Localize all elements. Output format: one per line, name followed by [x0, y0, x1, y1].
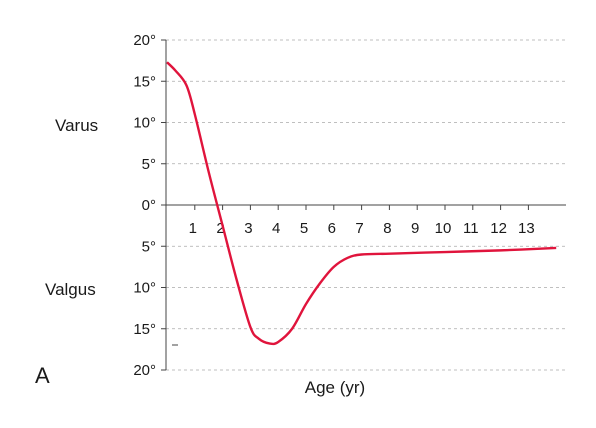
- x-tick-label: 12: [490, 220, 507, 237]
- series-line-0: [166, 61, 557, 346]
- y-label-valgus: Valgus: [45, 280, 96, 299]
- y-tick-label: 20°: [133, 32, 156, 49]
- y-tick-labels: 20° 15° 10° 5° 0° 5° 10° 15° 20°: [133, 32, 156, 379]
- x-tick-label: 7: [355, 220, 363, 237]
- x-tick-label: 6: [328, 220, 336, 237]
- x-tick-labels: 1 2 3 4 5 6 7 8 9 10 11 12 13: [189, 220, 535, 237]
- y-label-varus: Varus: [55, 116, 98, 135]
- y-tick-label: 0°: [142, 197, 156, 214]
- x-tick-label: 9: [411, 220, 419, 237]
- x-axis-title: Age (yr): [305, 378, 365, 397]
- y-tick-label: 20°: [133, 362, 156, 379]
- y-tick-label: 10°: [133, 280, 156, 297]
- y-tick-label: 15°: [133, 321, 156, 338]
- y-tick-label: 5°: [142, 156, 156, 173]
- axes: [161, 39, 566, 371]
- x-tick-label: 5: [300, 220, 308, 237]
- x-tick-label: 2: [216, 220, 224, 237]
- y-tick-label: 10°: [133, 115, 156, 132]
- x-tick-label: 10: [435, 220, 452, 237]
- series-layer: [166, 61, 557, 346]
- grid-lines: [166, 39, 566, 371]
- x-tick-label: 13: [518, 220, 535, 237]
- x-tick-label: 11: [463, 220, 479, 237]
- y-tick-label: 15°: [133, 73, 156, 90]
- x-tick-label: 3: [244, 220, 252, 237]
- y-tick-label: 5°: [142, 238, 156, 255]
- x-tick-label: 8: [383, 220, 391, 237]
- x-tick-label: 4: [272, 220, 280, 237]
- x-tick-label: 1: [189, 220, 197, 237]
- panel-label: A: [35, 363, 50, 388]
